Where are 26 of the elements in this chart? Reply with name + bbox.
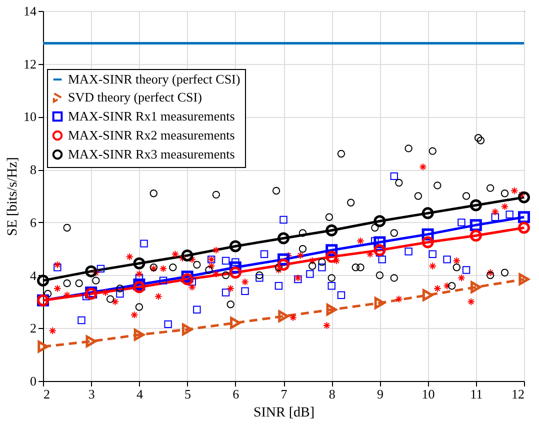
legend-label: MAX-SINR Rx1 measurements — [68, 108, 235, 124]
x-tick-label: 10 — [422, 386, 435, 402]
legend-label: MAX-SINR Rx3 measurements — [68, 146, 235, 162]
legend-label: MAX-SINR Rx2 measurements — [68, 128, 235, 142]
y-tick-label: 12 — [24, 56, 36, 72]
legend-label: SVD theory (perfect CSI) — [68, 90, 202, 104]
y-tick-label: 6 — [30, 214, 37, 230]
y-tick-label: 4 — [30, 268, 37, 283]
x-tick-label: 6 — [232, 386, 240, 402]
y-tick-label: 0 — [30, 374, 36, 388]
x-tick-label: 2 — [44, 386, 50, 402]
x-tick-label: 12 — [512, 386, 524, 402]
y-axis-title: SE [bits/s/Hz] — [6, 157, 20, 236]
x-tick-label: 9 — [376, 386, 384, 402]
y-tick-label: 2 — [30, 320, 36, 336]
x-tick-label: 8 — [328, 386, 336, 402]
x-tick-label: 3 — [88, 386, 95, 402]
x-tick-label: 7 — [280, 386, 288, 402]
y-tick-label: 14 — [24, 4, 37, 18]
y-tick-label: 10 — [24, 109, 36, 124]
y-tick-label: 8 — [30, 162, 36, 178]
x-tick-label: 5 — [184, 386, 192, 402]
x-tick-label: 11 — [470, 386, 483, 402]
x-axis-title: SINR [dB] — [253, 406, 315, 420]
legend-label: MAX-SINR theory (perfect CSI) — [68, 72, 240, 86]
x-tick-label: 4 — [136, 386, 144, 402]
